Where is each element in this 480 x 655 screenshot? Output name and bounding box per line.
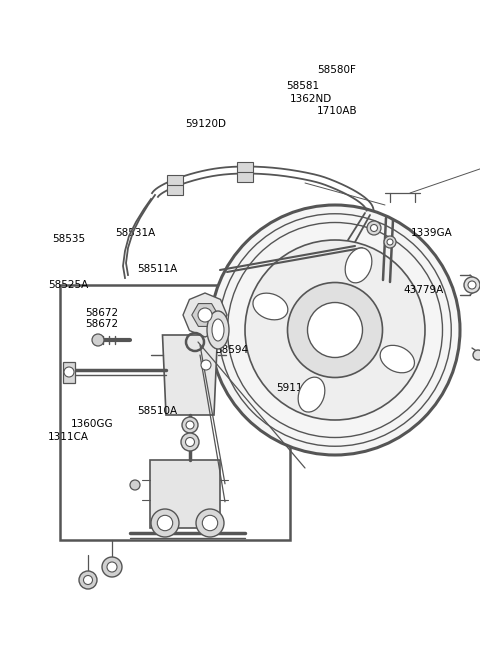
Circle shape — [387, 239, 393, 245]
Circle shape — [288, 282, 383, 377]
Text: 59110B: 59110B — [276, 383, 316, 393]
Circle shape — [464, 277, 480, 293]
Circle shape — [151, 509, 179, 537]
Ellipse shape — [253, 293, 288, 320]
Circle shape — [468, 281, 476, 289]
Circle shape — [473, 350, 480, 360]
Circle shape — [308, 303, 362, 358]
Ellipse shape — [345, 248, 372, 283]
Text: 1710AB: 1710AB — [317, 106, 358, 117]
Text: 58511A: 58511A — [137, 263, 177, 274]
Text: 58594: 58594 — [215, 345, 248, 356]
Bar — [237, 162, 253, 182]
Text: 58525A: 58525A — [48, 280, 88, 290]
Circle shape — [371, 225, 377, 231]
Circle shape — [196, 509, 224, 537]
Text: 58580F: 58580F — [317, 65, 356, 75]
Circle shape — [107, 562, 117, 572]
Text: 1339GA: 1339GA — [410, 227, 452, 238]
Text: 58581: 58581 — [286, 81, 319, 92]
Circle shape — [367, 221, 381, 235]
Text: 43779A: 43779A — [403, 284, 444, 295]
Text: 58535: 58535 — [52, 234, 85, 244]
Circle shape — [181, 433, 199, 451]
Circle shape — [201, 360, 211, 370]
Bar — [60, 285, 290, 540]
Ellipse shape — [207, 311, 229, 349]
Circle shape — [102, 557, 122, 577]
Polygon shape — [192, 303, 218, 326]
Circle shape — [186, 421, 194, 429]
Text: 1311CA: 1311CA — [48, 432, 89, 442]
Circle shape — [384, 236, 396, 248]
Ellipse shape — [380, 345, 414, 373]
Circle shape — [185, 438, 194, 447]
Circle shape — [245, 240, 425, 420]
Bar — [150, 460, 220, 528]
Text: 1360GG: 1360GG — [71, 419, 114, 430]
Circle shape — [79, 571, 97, 589]
Circle shape — [130, 480, 140, 490]
Circle shape — [202, 515, 218, 531]
Text: 58510A: 58510A — [137, 406, 177, 417]
Ellipse shape — [298, 377, 325, 412]
Circle shape — [92, 334, 104, 346]
Circle shape — [84, 576, 93, 584]
Circle shape — [64, 367, 74, 377]
Text: 58531A: 58531A — [115, 227, 156, 238]
Bar — [63, 362, 75, 383]
Text: 58672: 58672 — [85, 308, 119, 318]
Text: 1362ND: 1362ND — [289, 94, 332, 104]
Text: 58672: 58672 — [85, 319, 119, 329]
Polygon shape — [163, 335, 217, 415]
Bar — [167, 175, 183, 195]
Circle shape — [182, 417, 198, 433]
Text: 59120D: 59120D — [185, 119, 226, 130]
Circle shape — [157, 515, 173, 531]
Ellipse shape — [212, 319, 224, 341]
Polygon shape — [183, 293, 227, 337]
Circle shape — [198, 308, 212, 322]
Circle shape — [210, 205, 460, 455]
